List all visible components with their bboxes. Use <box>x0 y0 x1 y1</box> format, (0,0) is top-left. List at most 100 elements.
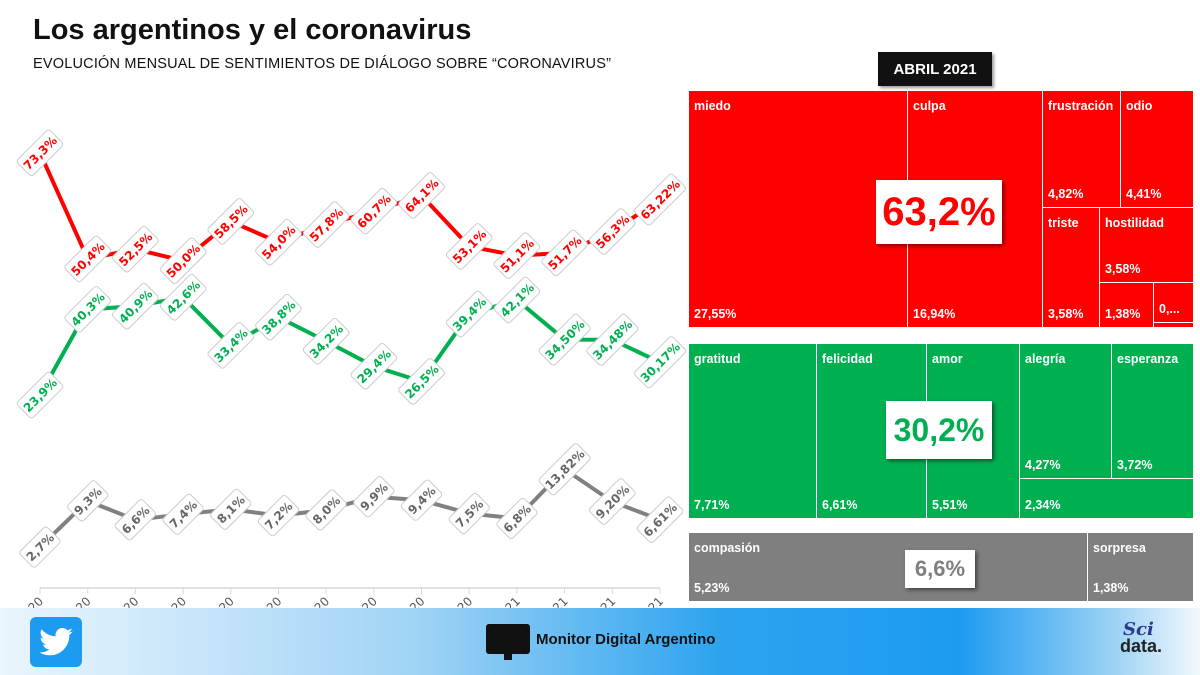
data-label-box <box>350 343 398 390</box>
treemap-cell-other-1: 1,38% <box>1099 282 1154 328</box>
treemap-cell-miedo: miedo 27,55% <box>688 90 908 328</box>
scidata-logo: Sci data. <box>1120 619 1163 657</box>
data-label: 34,2% <box>302 317 350 365</box>
logo-sci: Sci <box>1123 619 1154 640</box>
cell-label: miedo <box>694 99 731 113</box>
cell-value: 3,58% <box>1048 307 1084 321</box>
data-label-box <box>114 499 156 541</box>
data-label-box <box>538 313 591 366</box>
data-label-box <box>19 526 61 568</box>
cell-label: frustración <box>1048 99 1114 113</box>
data-label: 60,7% <box>350 187 398 235</box>
data-label: 39,4% <box>445 290 493 338</box>
cell-label: esperanza <box>1117 352 1179 366</box>
data-label: 2,7% <box>19 526 61 568</box>
footer-bar <box>0 608 1200 675</box>
data-label-box <box>64 235 111 283</box>
data-label-box <box>398 172 445 219</box>
data-label-box <box>636 496 684 544</box>
data-label-box <box>400 479 443 521</box>
cell-value: 2,34% <box>1025 498 1061 512</box>
cell-value: 4,82% <box>1048 187 1084 201</box>
data-label: 51,7% <box>541 229 588 277</box>
twitter-icon[interactable] <box>30 617 82 667</box>
cell-label: compasión <box>694 541 760 555</box>
treemap-cell-esperanza: esperanza 3,72% <box>1111 343 1194 479</box>
data-label: 7,4% <box>162 493 204 535</box>
data-label-box <box>64 286 111 333</box>
data-label: 38,8% <box>255 293 302 341</box>
data-label-box <box>353 476 395 518</box>
data-label-box <box>634 336 686 389</box>
cell-label: odio <box>1126 99 1153 113</box>
data-label-box <box>207 198 255 245</box>
data-label-box <box>589 208 636 255</box>
data-label: 73,3% <box>16 129 64 177</box>
data-label-box <box>159 237 207 285</box>
cell-value: 4,27% <box>1025 458 1061 472</box>
treemap-cell-compasion: compasión 5,23% <box>688 532 1088 602</box>
data-label: 9,4% <box>400 479 443 521</box>
data-label-box <box>255 293 302 341</box>
data-label-box <box>162 493 204 535</box>
treemap-cell-alegria: alegría 4,27% <box>1019 343 1112 479</box>
data-label: 63,22% <box>634 173 686 226</box>
page-subtitle: EVOLUCIÓN MENSUAL DE SENTIMIENTOS DE DIÁ… <box>33 56 612 72</box>
data-label: 7,5% <box>448 492 490 535</box>
page-title: Los argentinos y el coronavirus <box>33 14 472 46</box>
cell-value: 27,55% <box>694 307 737 321</box>
data-label-box <box>493 276 541 324</box>
data-label-box <box>350 187 398 235</box>
data-label-box <box>112 282 159 330</box>
data-label: 26,5% <box>398 358 445 405</box>
cell-label: culpa <box>913 99 946 113</box>
data-label-box <box>586 313 639 366</box>
data-label: 52,5% <box>112 225 159 273</box>
data-label: 9,9% <box>353 476 395 518</box>
data-label-box <box>255 218 302 266</box>
cell-label: sorpresa <box>1093 541 1146 555</box>
cell-value: 16,94% <box>913 307 956 321</box>
data-label-box <box>589 478 636 525</box>
line-chart: mar-20abr-20may-20jun-20jul-20ago-20sep-… <box>6 129 686 610</box>
data-label-box <box>305 489 347 531</box>
data-label-box <box>448 492 490 535</box>
cell-label: alegría <box>1025 352 1066 366</box>
data-label: 6,6% <box>114 499 156 541</box>
data-label-box <box>207 322 255 369</box>
data-label: 8,1% <box>210 488 252 530</box>
data-label-box <box>16 129 64 177</box>
treemap-period: ABRIL 2021 <box>878 52 992 86</box>
positive-total: 30,2% <box>886 401 992 459</box>
data-label-box <box>257 494 300 537</box>
cell-label: gratitud <box>694 352 741 366</box>
treemap-cell-other-3 <box>1153 322 1194 328</box>
data-label-box <box>112 225 159 273</box>
treemap-cell-odio: odio 4,41% <box>1120 90 1194 208</box>
cell-value: 5,51% <box>932 498 968 512</box>
data-label: 8,0% <box>305 489 347 531</box>
cell-value: 1,38% <box>1093 581 1129 595</box>
logo-data: data. <box>1120 636 1163 657</box>
cell-value: 3,58% <box>1105 262 1141 276</box>
cell-value: 3,72% <box>1117 458 1153 472</box>
cell-label: felicidad <box>822 352 873 366</box>
treemap-cell-other-positive: 2,34% <box>1019 478 1194 519</box>
treemap-cell-other-2: 0,... <box>1153 282 1194 323</box>
negative-total: 63,2% <box>876 180 1002 244</box>
data-label-box <box>302 317 350 365</box>
cell-value: 5,23% <box>694 581 730 595</box>
data-label: 29,4% <box>350 343 398 390</box>
data-label-box <box>67 480 109 522</box>
neutral-total: 6,6% <box>905 550 975 588</box>
cell-value: 6,61% <box>822 498 858 512</box>
data-label-box <box>159 274 207 321</box>
cell-label: amor <box>932 352 963 366</box>
treemap-cell-hostilidad: hostilidad 3,58% <box>1099 207 1194 283</box>
data-label: 9,20% <box>589 478 636 525</box>
data-label: 7,2% <box>257 494 300 537</box>
cell-value: 4,41% <box>1126 187 1162 201</box>
treemap-cell-sorpresa: sorpresa 1,38% <box>1087 532 1194 602</box>
data-label-box <box>538 443 591 496</box>
cell-label: hostilidad <box>1105 216 1165 230</box>
